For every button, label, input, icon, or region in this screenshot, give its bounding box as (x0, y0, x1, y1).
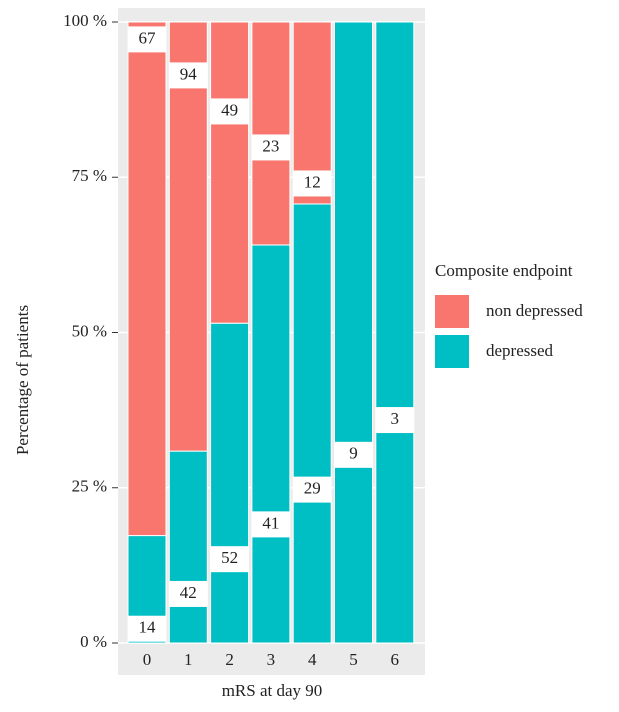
data-label: 14 (139, 618, 157, 637)
bar-segment (210, 322, 250, 644)
y-tick-label: 25 % (72, 477, 107, 496)
x-tick-label: 0 (143, 650, 152, 669)
data-label: 12 (304, 172, 321, 191)
y-tick-label: 75 % (72, 166, 107, 185)
x-tick-label: 4 (308, 650, 317, 669)
bar-segment (127, 21, 167, 537)
x-tick-label: 3 (267, 650, 276, 669)
bar-segment (375, 21, 415, 644)
label-box (210, 98, 249, 125)
bar-segment (251, 244, 291, 644)
label-box (169, 580, 208, 607)
label-box (128, 26, 166, 53)
y-tick-label: 100 % (63, 11, 107, 30)
data-label: 41 (262, 513, 279, 532)
x-tick-label: 1 (184, 650, 193, 669)
label-box (169, 62, 208, 89)
legend-swatch (435, 335, 469, 368)
label-box (251, 511, 290, 538)
data-label: 49 (221, 100, 238, 119)
bar-segment (210, 21, 250, 324)
bar-segment (292, 203, 332, 644)
label-box (375, 407, 414, 434)
y-tick-label: 50 % (72, 321, 107, 340)
label-box (210, 546, 249, 573)
label-box (293, 170, 332, 197)
data-label: 23 (262, 136, 279, 155)
legend-label: depressed (486, 341, 554, 360)
data-label: 67 (139, 28, 157, 47)
x-tick-label: 2 (225, 650, 234, 669)
x-tick-label: 6 (391, 650, 400, 669)
y-axis-label: Percentage of patients (13, 305, 32, 455)
legend-label: non depressed (486, 301, 583, 320)
x-axis-label: mRS at day 90 (222, 681, 323, 700)
data-label: 94 (180, 64, 198, 83)
data-label: 42 (180, 583, 197, 602)
data-label: 52 (221, 548, 238, 567)
label-box (128, 615, 166, 642)
data-label: 9 (349, 444, 358, 463)
bar-segment (251, 21, 291, 246)
data-label: 3 (391, 409, 400, 428)
bar-segment (168, 450, 208, 644)
bar-segment (334, 21, 373, 644)
legend-swatch (435, 295, 469, 328)
label-box (251, 134, 290, 161)
label-box (334, 441, 373, 468)
x-tick-label: 5 (349, 650, 358, 669)
y-tick-label: 0 % (80, 632, 107, 651)
data-label: 29 (304, 479, 321, 498)
label-box (293, 476, 332, 503)
legend-title: Composite endpoint (435, 261, 573, 280)
bar-segment (168, 21, 208, 452)
